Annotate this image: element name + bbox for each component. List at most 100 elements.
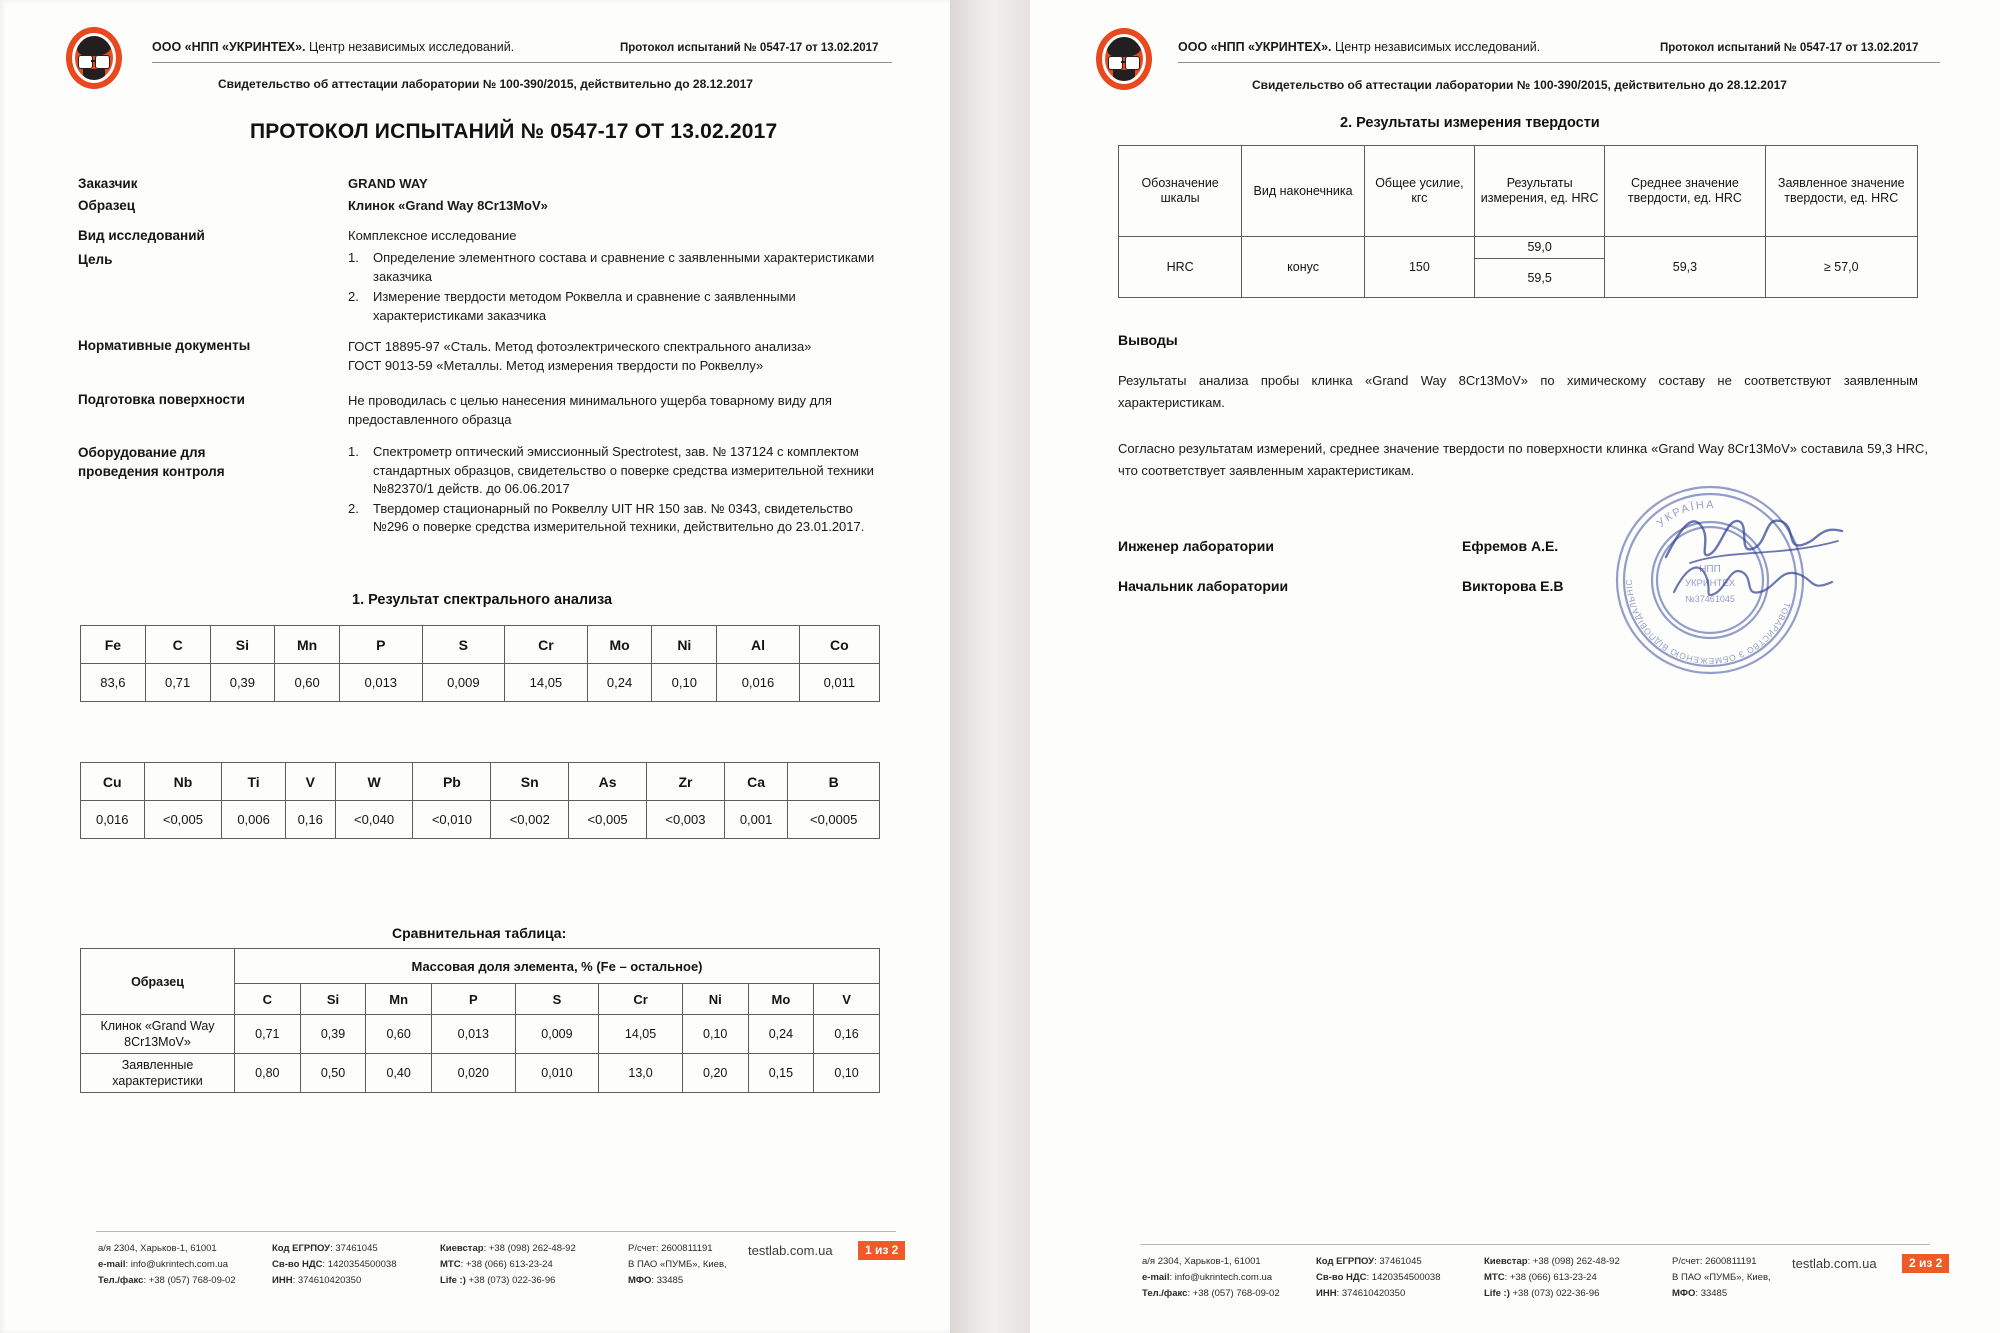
footer-website-p2[interactable]: testlab.com.ua <box>1792 1256 1877 1271</box>
element-header-cell: Al <box>716 625 800 664</box>
element-value-cell: 0,39 <box>209 663 276 702</box>
comparative-value-cell: 0,60 <box>365 1014 432 1054</box>
footer-divider-p1 <box>96 1231 896 1232</box>
comparative-value-cell: 14,05 <box>598 1014 683 1054</box>
value-surface-prep: Не проводилась с целью нанесения минимал… <box>348 393 832 427</box>
element-value-cell: <0,005 <box>568 800 648 839</box>
footer-line: В ПАО «ПУМБ», Киев, <box>1672 1272 1771 1283</box>
signature-role-head: Начальник лаборатории <box>1118 578 1289 594</box>
official-round-seal: УКРАЇНА ТОВАРИСТВО З ОБМЕЖЕНОЮ ВІДПОВІДА… <box>1610 480 1810 680</box>
seal-center-text-1: НПП <box>1699 564 1721 575</box>
header-divider-p2 <box>1178 62 1940 63</box>
element-header-cell: Sn <box>490 762 570 801</box>
comparative-value-cell: 0,020 <box>430 1053 516 1093</box>
element-value-cell: 14,05 <box>504 663 588 702</box>
goal-item: 1. Определение элементного состава и сра… <box>348 249 878 286</box>
footer-line: Тел./факс: +38 (057) 768-09-02 <box>98 1275 236 1286</box>
conclusions-title: Выводы <box>1118 332 1178 348</box>
footer-divider-p2 <box>1140 1244 1930 1245</box>
section-2-title: 2. Результаты измерения твердости <box>1340 115 1600 131</box>
table-row: HRC конус 150 59,0 59,3 ≥ 57,0 <box>1117 236 1918 298</box>
footer-col-address-p1: а/я 2304, Харьков-1, 61001 e-mail: info@… <box>98 1241 236 1289</box>
element-header-cell: C <box>144 625 211 664</box>
hardness-header-average: Среднее значение твердости, ед. HRC <box>1604 145 1766 237</box>
label-normative-docs: Нормативные документы <box>78 338 251 353</box>
footer-line: Код ЕГРПОУ: 37461045 <box>1316 1256 1422 1267</box>
footer-col-phones-p2: Киевстар: +38 (098) 262-48-92 МТС: +38 (… <box>1484 1254 1620 1302</box>
goal-item-text: Определение элементного состава и сравне… <box>373 250 875 284</box>
comparative-value-cell: 0,80 <box>234 1053 301 1093</box>
hardness-measurement-2: 59,5 <box>1473 258 1606 298</box>
element-value-cell: 83,6 <box>80 663 146 702</box>
section-1-title: 1. Результат спектрального анализа <box>352 592 613 608</box>
element-value-cell: 0,16 <box>284 800 336 839</box>
element-value-cell: 0,24 <box>586 663 653 702</box>
comparative-table-title: Сравнительная таблица: <box>392 925 567 941</box>
signature-role-engineer: Инженер лаборатории <box>1118 538 1274 554</box>
element-value-cell: 0,016 <box>80 800 145 839</box>
footer-line: МТС: +38 (066) 613-23-24 <box>1484 1272 1597 1283</box>
element-header-cell: S <box>421 625 506 664</box>
element-value-cell: 0,006 <box>221 800 286 839</box>
hardness-value-declared: ≥ 57,0 <box>1764 236 1918 298</box>
element-header-cell: Ti <box>221 762 286 801</box>
element-header-cell: As <box>568 762 648 801</box>
spectral-analysis-table-1: Fe C Si Mn P S Cr Mo Ni Al Co 83,6 0,71 0,39 0,60 0,01… <box>80 625 881 702</box>
element-value-cell: 0,60 <box>274 663 340 702</box>
conclusion-paragraph-2: Согласно результатам измерений, среднее … <box>1118 441 1928 478</box>
hardness-header-measurements: Результаты измерения, ед. HRC <box>1473 145 1606 237</box>
element-header-cell: Si <box>209 625 276 664</box>
value-research-type: Комплексное исследование <box>348 228 517 243</box>
comparative-value-cell: 0,15 <box>747 1053 815 1093</box>
footer-line: Life :) +38 (073) 022-36-96 <box>1484 1288 1600 1299</box>
footer-line: МФО: 33485 <box>628 1275 684 1286</box>
header-divider-p1 <box>152 62 892 63</box>
element-header-cell: V <box>284 762 336 801</box>
footer-col-bank-p1: Р/счет: 2600811191 В ПАО «ПУМБ», Киев, М… <box>628 1241 727 1289</box>
element-header-cell: Co <box>798 625 881 664</box>
element-header-cell: Ca <box>723 762 789 801</box>
element-header-cell: Fe <box>80 625 146 664</box>
footer-line: Св-во НДС: 1420354500038 <box>1316 1272 1441 1283</box>
footer-line: Тел./факс: +38 (057) 768-09-02 <box>1142 1288 1280 1299</box>
label-sample: Образец <box>78 198 136 213</box>
handwritten-signature-head <box>1668 552 1838 615</box>
element-header-cell: Nb <box>143 762 223 801</box>
table-header-row: Обозначение шкалы Вид наконечника Общее … <box>1117 145 1918 237</box>
element-value-cell: 0,001 <box>723 800 789 839</box>
comparative-value-cell: 0,71 <box>234 1014 301 1054</box>
comparative-element-header: P <box>430 983 516 1015</box>
table-row: 83,6 0,71 0,39 0,60 0,013 0,009 14,05 0,24 0,10 0… <box>80 663 881 702</box>
element-header-cell: Mn <box>274 625 340 664</box>
normative-doc-line: ГОСТ 9013-59 «Металлы. Метод измерения т… <box>348 357 764 373</box>
value-normative-docs: ГОСТ 18895-97 «Сталь. Метод фотоэлектрич… <box>348 338 878 375</box>
footer-line: Р/счет: 2600811191 <box>628 1243 713 1254</box>
seal-code-text: №37461045 <box>1685 594 1735 604</box>
equipment-item: 2. Твердомер стационарный по Роквеллу UI… <box>348 500 878 537</box>
element-value-cell: <0,005 <box>143 800 223 839</box>
comparative-value-cell: 0,010 <box>514 1053 600 1093</box>
equipment-item-number: 1. <box>348 444 359 459</box>
element-header-cell: Mo <box>586 625 653 664</box>
goal-item-text: Измерение твердости методом Роквелла и с… <box>373 289 796 323</box>
equipment-list: 1. Спектрометр оптический эмиссионный Sp… <box>348 443 878 537</box>
footer-line: Киевстар: +38 (098) 262-48-92 <box>440 1243 576 1254</box>
goal-item-number: 2. <box>348 289 359 304</box>
footer-line: e-mail: info@ukrintech.com.ua <box>98 1259 229 1270</box>
footer-website-p1[interactable]: testlab.com.ua <box>748 1243 833 1258</box>
footer-col-address-p2: а/я 2304, Харьков-1, 61001 e-mail: info@… <box>1142 1254 1280 1302</box>
header-company-line-p1: ООО «НПП «УКРИНТЕХ». Центр независимых и… <box>152 40 514 54</box>
footer-line: ИНН: 374610420350 <box>1316 1288 1406 1299</box>
comparative-value-cell: 0,50 <box>299 1053 367 1093</box>
element-header-cell: B <box>787 762 880 801</box>
comparative-sample-header: Образец <box>80 948 235 1015</box>
element-value-cell: 0,009 <box>421 663 506 702</box>
equipment-item-number: 2. <box>348 500 359 516</box>
spectral-analysis-table-2: Cu Nb Ti V W Pb Sn As Zr Ca B 0,016 <0,005 0,006 0,16… <box>80 762 880 839</box>
footer-line: а/я 2304, Харьков-1, 61001 <box>1142 1256 1261 1267</box>
comparative-row-label: Заявленные характеристики <box>80 1053 235 1093</box>
label-goal: Цель <box>78 252 113 267</box>
comparative-value-cell: 0,40 <box>365 1053 432 1093</box>
label-equipment: Оборудование для проведения контроля <box>78 445 225 479</box>
